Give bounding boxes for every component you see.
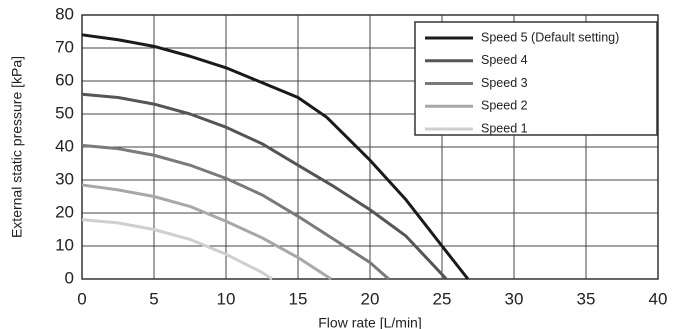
x-tick-label: 35 bbox=[577, 289, 596, 308]
y-tick-label: 40 bbox=[55, 136, 74, 155]
legend-label: Speed 2 bbox=[481, 99, 528, 113]
plot-frame bbox=[81, 14, 659, 280]
x-tick-label: 20 bbox=[361, 289, 380, 308]
x-tick-label: 15 bbox=[289, 289, 308, 308]
legend: Speed 5 (Default setting) Speed 4 Speed 3 S… bbox=[414, 21, 658, 136]
y-tick-label: 0 bbox=[65, 268, 74, 287]
y-tick-label: 10 bbox=[55, 235, 74, 254]
y-tick-label: 50 bbox=[55, 103, 74, 122]
legend-label: Speed 1 bbox=[481, 121, 528, 135]
series-line bbox=[81, 143, 390, 281]
x-tick-label: 5 bbox=[149, 289, 158, 308]
series-line bbox=[81, 92, 448, 281]
x-tick-label: 40 bbox=[649, 289, 668, 308]
series-line bbox=[81, 218, 273, 281]
x-tick-label: 10 bbox=[217, 289, 236, 308]
x-tick-label: 0 bbox=[77, 289, 86, 308]
y-tick-label: 80 bbox=[55, 4, 74, 23]
y-tick-label: 70 bbox=[55, 37, 74, 56]
legend-label: Speed 4 bbox=[481, 53, 528, 67]
x-tick-label: 25 bbox=[433, 289, 452, 308]
y-axis-title: External static pressure [kPa] bbox=[9, 56, 25, 238]
legend-label: Speed 5 (Default setting) bbox=[481, 30, 619, 44]
series-line bbox=[81, 33, 470, 280]
x-tick-label: 30 bbox=[505, 289, 524, 308]
y-tick-label: 30 bbox=[55, 169, 74, 188]
legend-label: Speed 3 bbox=[481, 76, 528, 90]
y-tick-label: 60 bbox=[55, 70, 74, 89]
series-line bbox=[81, 183, 332, 281]
legend-box bbox=[414, 21, 658, 136]
x-axis-title: Flow rate [L/min] bbox=[318, 315, 421, 329]
y-tick-label: 20 bbox=[55, 202, 74, 221]
